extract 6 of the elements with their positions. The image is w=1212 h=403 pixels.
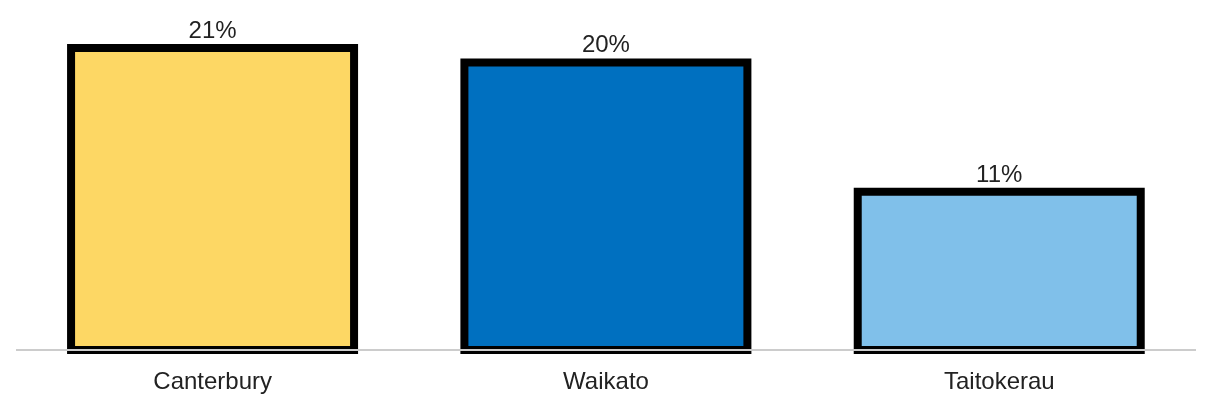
x-tick-label: Taitokerau <box>943 367 1055 395</box>
x-tick-label: Waikato <box>563 367 649 395</box>
data-label: 20% <box>581 30 630 58</box>
data-label: 21% <box>188 16 237 43</box>
data-label: 11% <box>976 159 1023 187</box>
x-tick-label: Canterbury <box>153 367 273 395</box>
